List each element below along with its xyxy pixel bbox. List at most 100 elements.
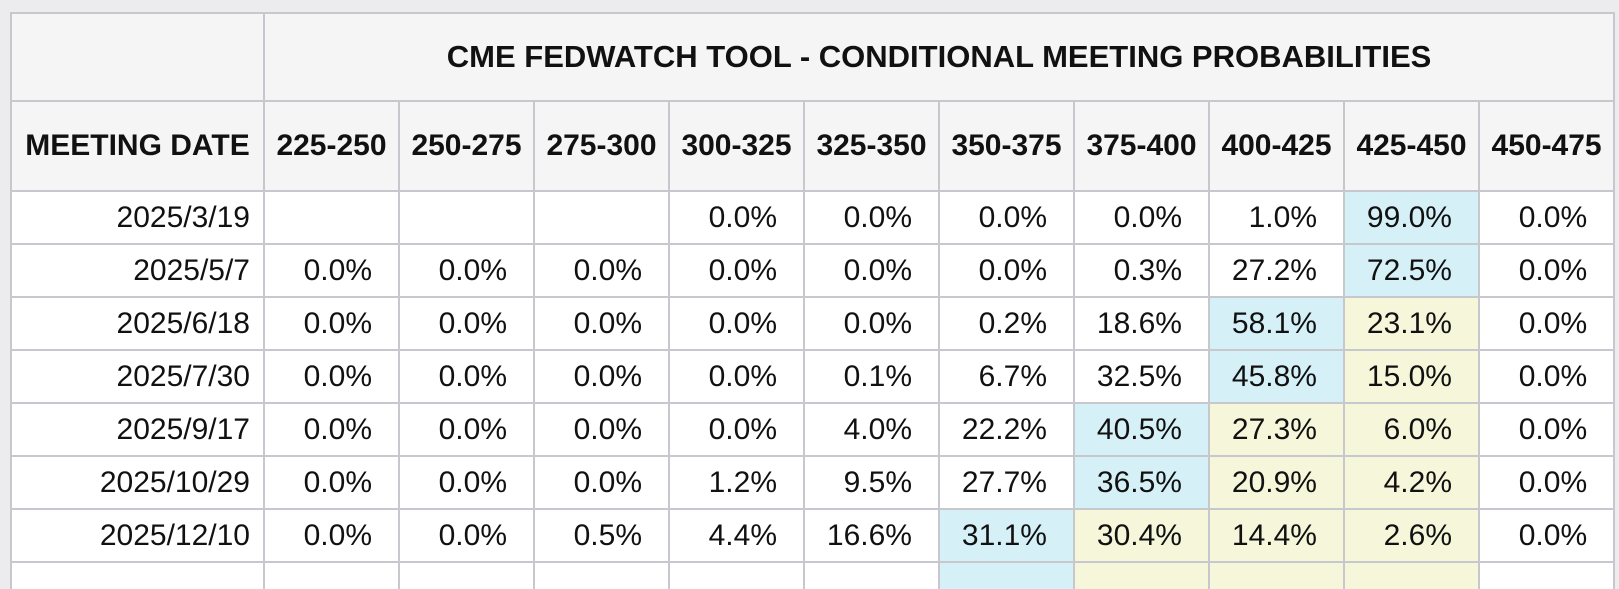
probability-cell: [803, 561, 940, 589]
probability-cell: 0.0%: [263, 455, 400, 510]
probability-cell: [533, 561, 670, 589]
probability-cell: [263, 561, 400, 589]
probability-cell: 0.0%: [1477, 455, 1616, 510]
probability-cell: 0.0%: [668, 190, 805, 245]
title-row: CME FEDWATCH TOOL - CONDITIONAL MEETING …: [10, 12, 1616, 102]
meeting-date-cell: [10, 561, 265, 589]
meeting-date-cell: 2025/5/7: [10, 243, 265, 298]
probability-cell: 0.0%: [803, 296, 940, 351]
table-row-2025-3-19: 2025/3/19 0.0% 0.0% 0.0% 0.0% 1.0% 99.0% 0.0%: [10, 190, 1616, 245]
probability-cell: 0.0%: [938, 190, 1075, 245]
probability-cell: 0.0%: [668, 296, 805, 351]
probability-cell: 0.0%: [398, 349, 535, 404]
probability-cell: 0.0%: [398, 243, 535, 298]
table-row-2025-5-7: 2025/5/7 0.0% 0.0% 0.0% 0.0% 0.0% 0.0% 0.3% 27.2…: [10, 243, 1616, 298]
probability-cell: 0.0%: [803, 243, 940, 298]
probability-cell: 0.0%: [668, 349, 805, 404]
probability-cell: 0.2%: [938, 296, 1075, 351]
column-header-row: MEETING DATE 225-250 250-275 275-300 300-32…: [10, 100, 1616, 192]
probability-cell: 4.4%: [668, 508, 805, 563]
probability-cell: [1343, 561, 1480, 589]
meeting-date-cell: 2025/12/10: [10, 508, 265, 563]
probability-cell: 0.0%: [533, 296, 670, 351]
probability-cell: 16.6%: [803, 508, 940, 563]
probability-cell: 0.0%: [398, 455, 535, 510]
probability-cell: 0.0%: [1477, 243, 1616, 298]
probability-cell: 4.2%: [1343, 455, 1480, 510]
probability-cell: 58.1%: [1208, 296, 1345, 351]
table-title: CME FEDWATCH TOOL - CONDITIONAL MEETING …: [262, 12, 1616, 102]
probability-cell: 0.0%: [263, 402, 400, 457]
probability-cell: 0.0%: [1477, 190, 1616, 245]
probability-cell: 0.0%: [1477, 508, 1616, 563]
probability-cell: 0.0%: [1477, 402, 1616, 457]
probability-cell: [668, 561, 805, 589]
probability-cell: 0.0%: [398, 296, 535, 351]
probability-cell: 0.5%: [533, 508, 670, 563]
rate-column-header-225-250: 225-250: [263, 100, 400, 192]
fedwatch-probabilities-table: CME FEDWATCH TOOL - CONDITIONAL MEETING …: [10, 12, 1616, 589]
probability-cell: 0.0%: [263, 349, 400, 404]
rate-column-header-350-375: 350-375: [938, 100, 1075, 192]
probability-cell: 6.7%: [938, 349, 1075, 404]
probability-cell: 27.2%: [1208, 243, 1345, 298]
probability-cell: [263, 190, 400, 245]
probability-cell: 0.0%: [263, 296, 400, 351]
probability-cell: 9.5%: [803, 455, 940, 510]
probability-cell: 1.0%: [1208, 190, 1345, 245]
rate-column-header-400-425: 400-425: [1208, 100, 1345, 192]
probability-cell: 0.0%: [938, 243, 1075, 298]
probability-cell: 0.0%: [668, 243, 805, 298]
probability-cell: 0.0%: [668, 402, 805, 457]
probability-cell: 0.0%: [263, 243, 400, 298]
probability-cell: 23.1%: [1343, 296, 1480, 351]
probability-cell: 14.4%: [1208, 508, 1345, 563]
probability-cell: [533, 190, 670, 245]
probability-cell: 0.0%: [398, 402, 535, 457]
table-row-2025-7-30: 2025/7/30 0.0% 0.0% 0.0% 0.0% 0.1% 6.7% 32.5% 45…: [10, 349, 1616, 404]
probability-cell: 0.0%: [533, 455, 670, 510]
probability-cell: 36.5%: [1073, 455, 1210, 510]
probability-cell: 0.0%: [533, 349, 670, 404]
probability-cell: 6.0%: [1343, 402, 1480, 457]
table-row-partial-next: [10, 561, 1616, 589]
probability-cell: 0.1%: [803, 349, 940, 404]
table-row-2025-6-18: 2025/6/18 0.0% 0.0% 0.0% 0.0% 0.0% 0.2% 18.6% 58…: [10, 296, 1616, 351]
probability-cell: 1.2%: [668, 455, 805, 510]
probability-cell: 0.0%: [1073, 190, 1210, 245]
probability-cell: 45.8%: [1208, 349, 1345, 404]
probability-cell: 0.0%: [263, 508, 400, 563]
rate-column-header-300-325: 300-325: [668, 100, 805, 192]
probability-cell: 0.0%: [1477, 296, 1616, 351]
probability-cell: 0.3%: [1073, 243, 1210, 298]
probability-cell: [398, 561, 535, 589]
probability-cell: [1073, 561, 1210, 589]
probability-cell: 18.6%: [1073, 296, 1210, 351]
probability-cell: [938, 561, 1075, 589]
probability-cell: 30.4%: [1073, 508, 1210, 563]
probability-cell: 32.5%: [1073, 349, 1210, 404]
probability-cell: [1208, 561, 1345, 589]
probability-cell: 27.3%: [1208, 402, 1345, 457]
rate-column-header-325-350: 325-350: [803, 100, 940, 192]
meeting-date-header: MEETING DATE: [10, 100, 265, 192]
meeting-date-cell: 2025/9/17: [10, 402, 265, 457]
probability-cell: 27.7%: [938, 455, 1075, 510]
corner-cell: [10, 12, 265, 102]
probability-cell: 4.0%: [803, 402, 940, 457]
rate-column-header-425-450: 425-450: [1343, 100, 1480, 192]
meeting-date-cell: 2025/3/19: [10, 190, 265, 245]
probability-cell: 0.0%: [803, 190, 940, 245]
table-row-2025-10-29: 2025/10/29 0.0% 0.0% 0.0% 1.2% 9.5% 27.7% 36.5%…: [10, 455, 1616, 510]
meeting-date-cell: 2025/6/18: [10, 296, 265, 351]
probability-cell: 0.0%: [1477, 349, 1616, 404]
probability-cell: 20.9%: [1208, 455, 1345, 510]
probability-cell: 72.5%: [1343, 243, 1480, 298]
rate-column-header-275-300: 275-300: [533, 100, 670, 192]
probability-cell: 0.0%: [533, 402, 670, 457]
probability-cell: 31.1%: [938, 508, 1075, 563]
probability-cell: 2.6%: [1343, 508, 1480, 563]
probability-cell: [1477, 561, 1616, 589]
probability-cell: 0.0%: [533, 243, 670, 298]
probability-cell: 99.0%: [1343, 190, 1480, 245]
